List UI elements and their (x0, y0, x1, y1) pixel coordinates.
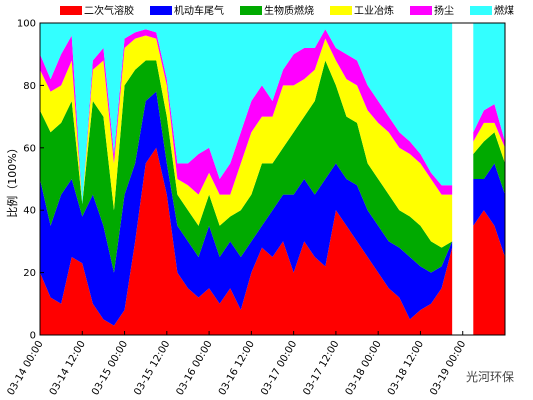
legend-label: 机动车尾气 (174, 4, 224, 17)
x-tick-label: 03-15 00:00 (90, 339, 130, 397)
legend-label: 工业冶炼 (354, 4, 394, 17)
area (40, 29, 505, 204)
legend-label: 扬尘 (434, 4, 454, 17)
x-tick-label: 03-17 12:00 (301, 339, 341, 397)
x-tick-label: 03-16 12:00 (217, 339, 257, 397)
legend-label: 燃煤 (494, 4, 514, 17)
x-tick-label: 03-14 00:00 (6, 339, 46, 397)
x-tick-label: 03-15 12:00 (132, 339, 172, 397)
x-tick-label: 03-19 00:00 (428, 339, 468, 397)
legend-swatch (330, 6, 352, 15)
plot-frame (39, 22, 506, 336)
area (40, 23, 505, 204)
x-tick-label: 03-18 12:00 (386, 339, 426, 397)
area (40, 35, 505, 248)
y-tick-label: 100 (17, 19, 36, 30)
legend-label: 二次气溶胶 (84, 4, 134, 17)
x-tick-label: 03-14 12:00 (48, 339, 88, 397)
y-axis-label: 比例（100%） (5, 142, 19, 217)
area (40, 60, 505, 273)
y-tick-label: 40 (23, 206, 36, 217)
x-tick-label: 03-18 00:00 (344, 339, 384, 397)
x-tick-label: 03-16 00:00 (175, 339, 215, 397)
legend-swatch (470, 6, 492, 15)
y-tick-label: 60 (23, 143, 36, 154)
y-tick-label: 20 (23, 268, 36, 279)
legend-label: 生物质燃烧 (264, 4, 314, 17)
legend-swatch (240, 6, 262, 15)
y-tick-label: 0 (30, 331, 36, 342)
y-tick-label: 80 (23, 81, 36, 92)
legend-swatch (150, 6, 172, 15)
watermark: 光河环保 (466, 370, 514, 384)
x-tick-label: 03-17 00:00 (259, 339, 299, 397)
area (40, 91, 505, 326)
legend-swatch (60, 6, 82, 15)
legend-swatch (410, 6, 432, 15)
